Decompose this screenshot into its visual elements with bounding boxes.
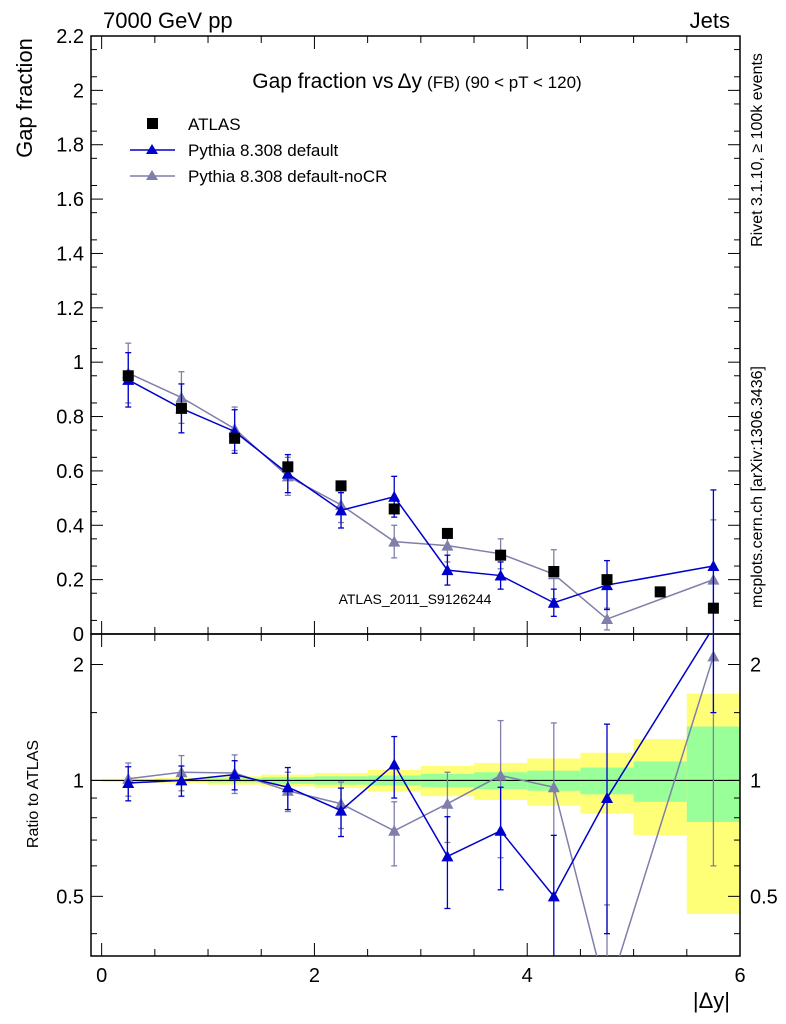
main-ytick-label: 1.6	[56, 189, 84, 211]
main-default-point	[707, 560, 720, 572]
atlas-point	[175, 402, 187, 414]
main-ytick-label: 0.8	[56, 407, 84, 429]
ratio-nocr-point	[494, 769, 507, 781]
ratio-frame	[90, 633, 741, 957]
ratio-default-point	[122, 776, 135, 788]
ratio-default-point	[547, 890, 560, 902]
ratio-default-point	[388, 758, 401, 770]
ratio-ytick-label-right: 1	[750, 770, 761, 792]
ratio-ytick-label: 1	[73, 770, 84, 792]
main-default-point	[494, 569, 507, 581]
header-right: Jets	[690, 8, 730, 33]
ratio-default-point	[228, 768, 241, 780]
main-nocr-point	[441, 539, 454, 551]
ratio-default-point	[601, 792, 614, 804]
ratio-nocr-point	[601, 990, 613, 1001]
main-nocr-point	[601, 613, 614, 625]
ratio-xtick-label: 0	[96, 965, 107, 987]
atlas-point	[441, 527, 453, 539]
main-ytick-label: 2.2	[56, 26, 84, 48]
ratio-ylabel: Ratio to ATLAS	[25, 740, 42, 848]
ratio-default-point	[335, 804, 348, 816]
main-ytick-label: 0.4	[56, 515, 84, 537]
main-default-point	[281, 467, 294, 479]
ratio-nocr-point	[547, 781, 560, 793]
atlas-point	[229, 432, 241, 444]
ratio-default-point	[494, 824, 507, 836]
main-default-point	[441, 564, 454, 576]
atlas-point	[335, 480, 347, 492]
ratio-nocr-line	[128, 656, 715, 956]
ratio-nocr-point	[388, 824, 401, 836]
ratio-xtick-label: 4	[522, 965, 533, 987]
legend-label-atlas: ATLAS	[188, 115, 241, 134]
main-title: Gap fraction vs Δy (FB) (90 < pT < 120)	[252, 70, 581, 93]
main-ytick-label: 0	[73, 624, 84, 646]
ratio-nocr-point	[441, 797, 454, 809]
ratio-ytick-label-right: 0.5	[750, 886, 778, 908]
ratio-xtick-label: 2	[309, 965, 320, 987]
ratio-default-point	[281, 781, 294, 793]
ratio-xtick-label: 6	[734, 965, 745, 987]
mcplots-label: mcplots.cern.ch [arXiv:1306.3436]	[749, 366, 766, 608]
main-default-point	[335, 504, 348, 516]
atlas-point	[388, 503, 400, 515]
legend-marker-atlas	[147, 118, 158, 129]
atlas-point	[282, 461, 294, 473]
legend: ATLAS Pythia 8.308 default Pythia 8.308 …	[130, 115, 387, 186]
title-main: Gap fraction vs	[252, 70, 393, 93]
ratio-ytick-label: 2	[73, 654, 84, 676]
atlas-point	[495, 549, 507, 561]
main-ylabel: Gap fraction	[12, 38, 37, 158]
chart-marks	[122, 342, 720, 1001]
main-ytick-label: 1.4	[56, 243, 84, 265]
main-default-line	[127, 379, 714, 604]
atlas-point	[548, 565, 560, 577]
ratio-xlabel: |Δy|	[693, 988, 730, 1013]
ratio-ytick-label: 0.5	[56, 886, 84, 908]
ratio-uncertainty-bands	[101, 693, 740, 914]
main-ytick-label: 2	[73, 80, 84, 102]
title-suffix: (FB) (90 < pT < 120)	[427, 73, 582, 92]
ratio-default-point	[441, 850, 454, 862]
rivet-label: Rivet 3.1.10, ≥ 100k events	[749, 53, 766, 247]
atlas-point	[707, 602, 719, 614]
main-default-point	[547, 596, 560, 608]
atlas-point	[654, 586, 666, 598]
legend-label-nocr: Pythia 8.308 default-noCR	[188, 167, 387, 186]
ratio-ytick-label-right: 2	[750, 654, 761, 676]
main-nocr-point	[388, 535, 401, 547]
main-ytick-label: 0.2	[56, 570, 84, 592]
atlas-point	[601, 574, 613, 586]
watermark: ATLAS_2011_S9126244	[339, 591, 492, 607]
legend-marker-default	[146, 144, 158, 154]
main-ytick-label: 0.6	[56, 461, 84, 483]
ratio-default-group	[122, 634, 717, 956]
axes-frames: 0 0.2 0.4 0.6 0.8 1 1.2 1.4 1.6 1.8 2 2.2 0 2 4 6 0.5 0.5…	[56, 26, 778, 987]
header-left: 7000 GeV pp	[103, 8, 233, 33]
ratio-default-point	[175, 774, 188, 786]
legend-marker-nocr	[146, 170, 158, 180]
legend-label-default: Pythia 8.308 default	[188, 141, 339, 160]
main-ytick-label: 1.8	[56, 135, 84, 157]
main-ytick-label: 1	[73, 352, 84, 374]
main-default-point	[388, 490, 401, 502]
atlas-point	[122, 370, 134, 382]
title-var: Δy	[398, 70, 423, 93]
main-ytick-label: 1.2	[56, 298, 84, 320]
